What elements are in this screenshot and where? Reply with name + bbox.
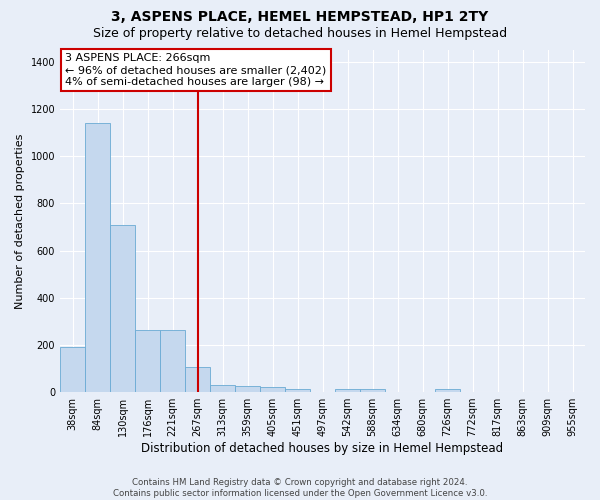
Text: Size of property relative to detached houses in Hemel Hempstead: Size of property relative to detached ho… — [93, 28, 507, 40]
Bar — [85, 123, 110, 392]
Bar — [60, 348, 85, 392]
Bar — [335, 389, 360, 392]
Text: 3, ASPENS PLACE, HEMEL HEMPSTEAD, HP1 2TY: 3, ASPENS PLACE, HEMEL HEMPSTEAD, HP1 2T… — [112, 10, 488, 24]
Bar — [360, 389, 385, 392]
Bar — [185, 367, 210, 392]
Bar — [285, 389, 310, 392]
Bar — [435, 389, 460, 392]
Bar — [135, 330, 160, 392]
Bar — [235, 386, 260, 392]
Text: 3 ASPENS PLACE: 266sqm
← 96% of detached houses are smaller (2,402)
4% of semi-d: 3 ASPENS PLACE: 266sqm ← 96% of detached… — [65, 54, 326, 86]
Bar — [210, 385, 235, 392]
Bar — [110, 224, 135, 392]
Text: Contains HM Land Registry data © Crown copyright and database right 2024.
Contai: Contains HM Land Registry data © Crown c… — [113, 478, 487, 498]
Bar — [260, 388, 285, 392]
X-axis label: Distribution of detached houses by size in Hemel Hempstead: Distribution of detached houses by size … — [142, 442, 503, 455]
Bar — [160, 330, 185, 392]
Y-axis label: Number of detached properties: Number of detached properties — [15, 134, 25, 308]
